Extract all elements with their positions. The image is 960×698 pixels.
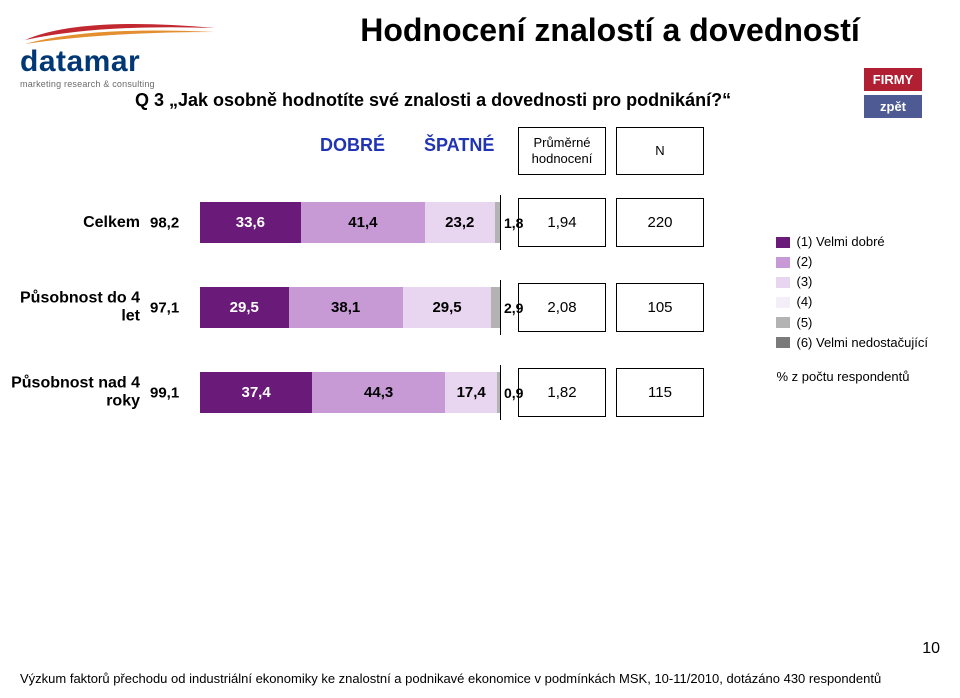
page-title: Hodnocení znalostí a dovedností xyxy=(280,12,940,49)
legend-item: (5) xyxy=(776,313,928,333)
header-spatne: ŠPATNÉ xyxy=(424,135,494,156)
baseline xyxy=(500,365,501,420)
bar-segment: 37,4 xyxy=(200,372,312,413)
header-dobre: DOBRÉ xyxy=(320,135,385,156)
bar-segment: 23,2 xyxy=(425,202,495,243)
legend-item: (1) Velmi dobré xyxy=(776,232,928,252)
stacked-bar: 29,538,129,52,9 xyxy=(200,287,500,328)
bar-segment: 29,5 xyxy=(403,287,492,328)
bar-segment: 41,4 xyxy=(301,202,425,243)
legend-swatch xyxy=(776,237,790,248)
logo-swoosh-icon xyxy=(20,18,220,48)
cell-prumer: 2,08 xyxy=(518,283,606,332)
bar-segment: 44,3 xyxy=(312,372,445,413)
legend-swatch xyxy=(776,317,790,328)
cell-n: 115 xyxy=(616,368,704,417)
bar-segment: 29,5 xyxy=(200,287,289,328)
question-text: Q 3 „Jak osobně hodnotíte své znalosti a… xyxy=(135,90,731,111)
cell-n: 220 xyxy=(616,198,704,247)
legend-item: (4) xyxy=(776,292,928,312)
header-n: N xyxy=(616,127,704,175)
legend-swatch xyxy=(776,297,790,308)
legend-item: (6) Velmi nedostačující xyxy=(776,333,928,353)
legend-label: (3) xyxy=(796,272,812,292)
row-sum: 97,1 xyxy=(150,299,179,316)
column-headers: DOBRÉ ŠPATNÉ Průměrné hodnocení N xyxy=(0,135,960,185)
legend: (1) Velmi dobré(2)(3)(4)(5)(6) Velmi ned… xyxy=(776,232,928,387)
bar-segment: 2,9 xyxy=(491,287,500,328)
legend-swatch xyxy=(776,277,790,288)
logo-subtitle: marketing research & consulting xyxy=(20,79,220,89)
baseline xyxy=(500,280,501,335)
bar-segment: 17,4 xyxy=(445,372,497,413)
logo-text: datamar xyxy=(20,47,220,77)
row-label: Působnost do 4 let xyxy=(0,289,140,326)
footer-text: Výzkum faktorů přechodu od industriální … xyxy=(20,671,940,686)
legend-item: (2) xyxy=(776,252,928,272)
row-sum: 99,1 xyxy=(150,384,179,401)
legend-note: % z počtu respondentů xyxy=(776,367,928,387)
legend-label: (5) xyxy=(796,313,812,333)
row-label: Působnost nad 4 roky xyxy=(0,374,140,411)
row-sum: 98,2 xyxy=(150,214,179,231)
legend-label: (6) Velmi nedostačující xyxy=(796,333,928,353)
cell-prumer: 1,94 xyxy=(518,198,606,247)
row-label: Celkem xyxy=(0,213,140,231)
legend-swatch xyxy=(776,257,790,268)
legend-swatch xyxy=(776,337,790,348)
bar-segment: 38,1 xyxy=(289,287,403,328)
legend-label: (1) Velmi dobré xyxy=(796,232,884,252)
back-button[interactable]: zpět xyxy=(864,95,922,118)
bar-segment: 33,6 xyxy=(200,202,301,243)
badge-firmy: FIRMY xyxy=(864,68,922,91)
cell-prumer: 1,82 xyxy=(518,368,606,417)
page-number: 10 xyxy=(922,640,940,658)
logo: datamar marketing research & consulting xyxy=(20,18,220,89)
legend-label: (2) xyxy=(796,252,812,272)
header-prumer: Průměrné hodnocení xyxy=(518,127,606,175)
stacked-bar: 37,444,317,40,9 xyxy=(200,372,500,413)
legend-item: (3) xyxy=(776,272,928,292)
baseline xyxy=(500,195,501,250)
legend-label: (4) xyxy=(796,292,812,312)
stacked-bar: 33,641,423,21,8 xyxy=(200,202,500,243)
cell-n: 105 xyxy=(616,283,704,332)
